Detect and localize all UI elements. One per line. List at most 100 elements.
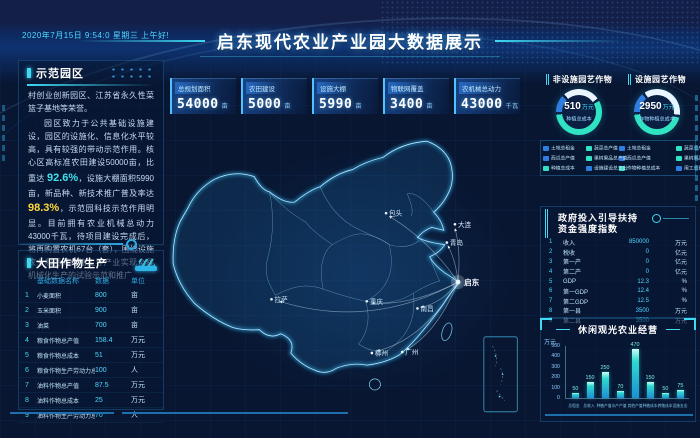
bar-slot: 50 [569,386,581,398]
row-index: 6 [25,367,37,374]
row-value: 0 [609,269,657,275]
row-index: 2 [549,249,563,255]
legend-item: 土地总租金 [619,144,676,152]
row-index: 5 [25,352,37,359]
bar-slot: 250 [599,365,611,398]
bar-category: 其他产值 [629,401,641,410]
legend-chip [543,166,549,171]
legend-item: 作物种植总成本 [619,164,676,172]
bar-category-label: 总收入 [584,403,595,409]
row-index: 4 [25,337,37,344]
bar-value: 470 [630,342,639,347]
header-name: 基础数据名称 [37,276,95,286]
header-data: 数据 [95,276,131,286]
row-unit: % [657,298,687,304]
panel-government-support: 政府投入引导扶持 资金强度指数 1 收入 850000 万元 2 税收 0 亿元… [540,206,696,318]
y-tick: 200 [547,375,560,380]
row-index: 1 [549,239,563,245]
row-unit: 亿元 [657,267,687,276]
bar [602,372,609,398]
bar-value: 50 [662,386,668,391]
row-index: 3 [25,322,37,329]
row-index: 2 [25,307,37,314]
row-value: 900 [95,307,131,314]
map-city-label: 大连 [458,220,472,229]
row-value: 25 [95,397,131,404]
panel-header: 休闲观光农业经营 [541,323,695,336]
row-index: 1 [25,292,37,299]
row-unit: % [657,279,687,285]
legend-label: 蔬菜总产值 [594,145,618,152]
highlight-value: 92.6% [47,172,78,184]
donut-center: 510万元 种植总成本 [556,89,602,135]
row-unit: 亩 [131,305,157,315]
bar-category: 总收入 [583,401,595,410]
donut-value: 510万元 [564,102,594,112]
donut-center: 2950万元 作物种植总成本 [634,89,680,135]
donut-chart: 2950万元 作物种植总成本 [634,89,680,135]
bar-value: 150 [585,376,594,381]
bars: 50 150 250 70 470 150 50 75 [566,346,689,398]
bar-value: 75 [677,384,683,389]
panel-title: 非设施园艺作物 [546,74,613,85]
kpi-value: 43000千瓦 [456,97,520,112]
kpi-label: 设施大棚 [317,82,351,94]
bar-category: 水产产值 [613,401,625,410]
legend-chip [676,166,682,171]
legend: 土地总租金 蔬菜总产值 西瓜总产值 果树果品总产值 种植总成本 设施建设总支出 [543,144,619,172]
legend-chip [543,146,549,151]
bar [632,349,639,398]
map-city-label: 拉萨 [275,295,289,304]
table-body: 1 小麦面积 800 亩 2 玉米面积 900 亩 3 油菜 700 亩 4 粮… [19,288,163,423]
dashboard-root: 2020年7月15日 9:54:0 星期三 上午好! 启东现代农业产业园大数据展… [0,0,700,438]
table-row: 5 粮食作物总成本 51 万元 [19,348,163,363]
legend-label: 土地总租金 [551,145,575,152]
table-row: 2 税收 0 亿元 [541,247,695,257]
cyan-tag-decoration [135,266,157,271]
bar-category-label: 养殖成本 [657,403,672,409]
panel-title: 示范园区 [36,65,84,81]
row-index: 4 [549,269,563,275]
bar-category: 养殖成本 [659,401,671,410]
map-city-label: 青岛 [450,238,464,247]
row-name: 粮食作物总成本 [37,351,95,360]
row-unit: % [657,288,687,294]
bar-category-label: 总租金 [568,403,579,409]
text-fragment: 村创业创新园区、江苏省永久性菜篮子基地等荣誉。 [28,91,154,113]
bar-chart: 万元 0100200300400500 50 150 250 70 470 15… [565,346,689,399]
circuit-line-decoration [20,243,123,245]
south-sea-inset [484,337,517,412]
title-corner-icon [27,68,31,78]
row-value: 12.4 [609,288,657,294]
table-row: 3 油菜 700 亩 [19,318,163,333]
title-stub-left [556,329,570,330]
row-value: 0 [609,249,657,255]
legend-item: 土地总租金 [543,144,586,152]
legend-label: 土地总租金 [627,145,651,152]
row-name: 粮食作物生产劳动力总... [37,366,95,375]
bar-category-label: 种植产值 [597,403,612,409]
table-row: 4 第二产 0 亿元 [541,267,695,277]
legend-label: 西瓜总产值 [627,155,651,162]
bar-category: 设施支出 [674,401,686,410]
row-unit: 亩 [131,290,157,300]
bar [647,382,654,398]
bar-category: 种植产值 [598,401,610,410]
donut-caption: 种植总成本 [566,114,592,122]
row-value: 51 [95,352,131,359]
china-map: 包头 大连 青岛 重庆 南昌 拉萨 柳州 广州 启东 [158,128,533,428]
row-value: 0 [609,259,657,265]
highlight-value: 98.3% [28,202,59,214]
kpi-label: 物联网覆盖 [388,82,429,94]
table-row: 8 第一县 3500 万元 [541,306,695,316]
row-name: 第二产 [563,267,609,276]
table-body: 1 收入 850000 万元 2 税收 0 亿元 3 第一产 0 亿元 4 第二… [541,238,695,326]
kpi-row: 总规划面积 54000亩 农田建设 5000亩 设施大棚 5990亩 物联网覆盖… [170,78,520,114]
map-city-label: 包头 [389,209,403,218]
kpi-value: 5990亩 [314,97,378,112]
divider [122,412,348,414]
bar-slot: 150 [644,375,656,398]
row-value: 87.5 [95,382,131,389]
row-name: 收入 [563,238,609,247]
bar-slot: 150 [584,375,596,398]
